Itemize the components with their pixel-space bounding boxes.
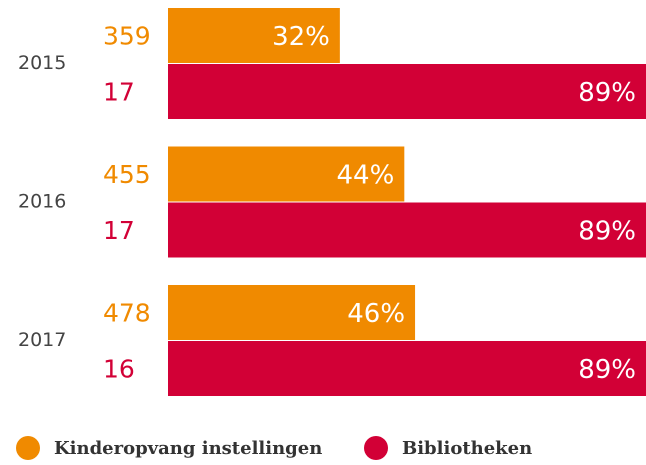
bar bbox=[168, 285, 416, 340]
legend-swatch bbox=[16, 436, 40, 460]
count-label: 455 bbox=[103, 160, 151, 189]
data-label: 89% bbox=[578, 355, 636, 385]
category-label: 2015 bbox=[18, 52, 66, 74]
data-label: 89% bbox=[578, 217, 636, 247]
legend-label: Bibliotheken bbox=[402, 438, 532, 459]
count-label: 359 bbox=[103, 22, 151, 51]
category-label: 2017 bbox=[18, 329, 66, 351]
bar bbox=[168, 64, 646, 119]
legend-label: Kinderopvang instellingen bbox=[54, 438, 322, 459]
data-label: 44% bbox=[337, 161, 395, 191]
count-label: 17 bbox=[103, 78, 135, 107]
bar bbox=[168, 202, 646, 258]
category-label: 2016 bbox=[18, 191, 66, 213]
legend-swatch bbox=[364, 436, 388, 460]
count-label: 478 bbox=[103, 299, 151, 328]
count-label: 16 bbox=[103, 355, 135, 384]
bar bbox=[168, 8, 340, 63]
data-label: 32% bbox=[272, 22, 330, 52]
count-label: 17 bbox=[103, 216, 135, 245]
bar bbox=[168, 146, 405, 202]
bar bbox=[168, 341, 646, 396]
data-label: 89% bbox=[578, 78, 636, 108]
data-label: 46% bbox=[347, 299, 405, 329]
